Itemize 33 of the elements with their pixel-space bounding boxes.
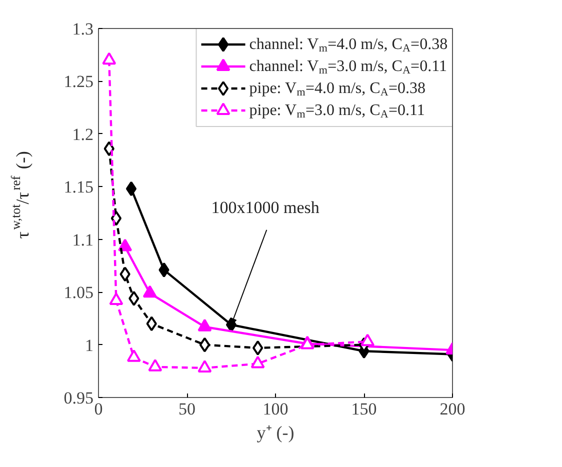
x-tick-label: 0 [94, 400, 103, 418]
point [250, 356, 265, 368]
annotation: 100x1000 mesh [211, 198, 320, 217]
point [252, 340, 264, 356]
point [198, 318, 212, 332]
y-tick-label: 1.15 [64, 178, 94, 197]
point [128, 290, 140, 306]
y-tick-label: 1.1 [72, 230, 94, 250]
y-axis-title: τw,tot/τref (-) [8, 151, 32, 239]
point [126, 350, 141, 362]
point [118, 238, 132, 252]
x-tick-label: 100 [262, 400, 288, 418]
y-tick-label: 1.2 [72, 124, 94, 144]
x-tick-label: 150 [351, 400, 377, 418]
x-tick-label: 200 [440, 400, 466, 418]
x-tick-label: 50 [178, 400, 196, 418]
point [104, 141, 114, 156]
point [199, 337, 210, 352]
point [142, 285, 157, 298]
point [126, 181, 137, 196]
x-axis-title: y⁺ (-) [256, 422, 294, 442]
point [158, 262, 170, 278]
y-tick-label: 0.95 [64, 388, 94, 408]
point [109, 292, 124, 305]
y-tick-label: 1 [85, 336, 94, 355]
point [148, 359, 162, 372]
point [120, 266, 130, 282]
y-tick-label: 1.05 [64, 283, 94, 302]
point [198, 360, 212, 372]
y-tick-label: 1.3 [72, 20, 94, 38]
point [360, 334, 375, 346]
point [146, 316, 157, 332]
y-tick-label: 1.25 [64, 72, 94, 92]
